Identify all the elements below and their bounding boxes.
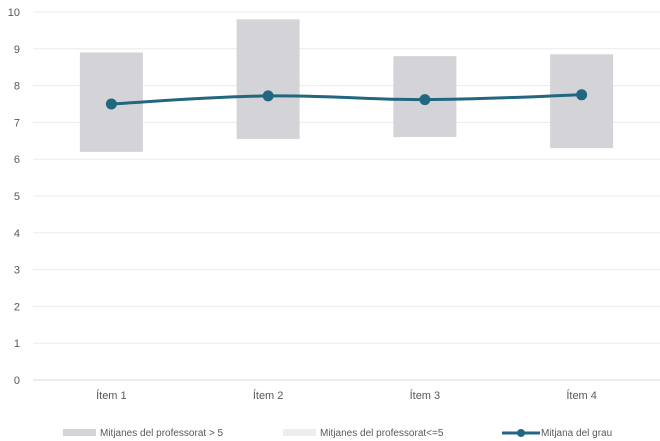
range-bar bbox=[236, 19, 300, 139]
legend-label-professorat-gt5: Mitjanes del professorat > 5 bbox=[100, 428, 224, 439]
x-tick-label: Ítem 3 bbox=[410, 389, 441, 402]
y-tick-label: 8 bbox=[14, 81, 20, 93]
x-tick-label: Ítem 4 bbox=[566, 389, 597, 402]
series-line-mitjana-del-grau bbox=[111, 93, 582, 106]
x-tick-label: Ítem 2 bbox=[253, 389, 284, 402]
legend-swatch-professorat-le5 bbox=[283, 429, 316, 436]
y-tick-label: 3 bbox=[14, 265, 20, 277]
series-point bbox=[419, 94, 431, 106]
legend-label-mitjana-del-grau: Mitjana del grau bbox=[541, 428, 612, 439]
series-point bbox=[576, 89, 588, 101]
legend-swatch-professorat-gt5 bbox=[63, 429, 96, 436]
y-tick-label: 4 bbox=[14, 228, 20, 240]
y-tick-label: 5 bbox=[14, 191, 20, 203]
y-tick-label: 10 bbox=[8, 7, 20, 19]
x-tick-label: Ítem 1 bbox=[96, 389, 127, 402]
y-tick-label: 0 bbox=[14, 375, 20, 387]
legend-marker-mitjana-del-grau bbox=[517, 429, 525, 437]
series-points bbox=[105, 89, 588, 110]
series-point bbox=[105, 98, 117, 110]
y-tick-label: 6 bbox=[14, 154, 20, 166]
x-axis-ticks: Ítem 1 Ítem 2 Ítem 3 Ítem 4 bbox=[96, 389, 597, 402]
gridlines bbox=[33, 11, 660, 381]
y-tick-label: 2 bbox=[14, 301, 20, 313]
y-tick-label: 1 bbox=[14, 338, 20, 350]
y-tick-label: 7 bbox=[14, 117, 20, 129]
legend-label-professorat-le5: Mitjanes del professorat<=5 bbox=[320, 428, 444, 439]
y-tick-label: 9 bbox=[14, 44, 20, 56]
legend: Mitjanes del professorat > 5 Mitjanes de… bbox=[63, 428, 612, 439]
range-bar bbox=[550, 54, 614, 149]
y-axis-ticks: 0 1 2 3 4 5 6 7 8 9 10 bbox=[8, 7, 20, 387]
series-point bbox=[262, 90, 274, 102]
